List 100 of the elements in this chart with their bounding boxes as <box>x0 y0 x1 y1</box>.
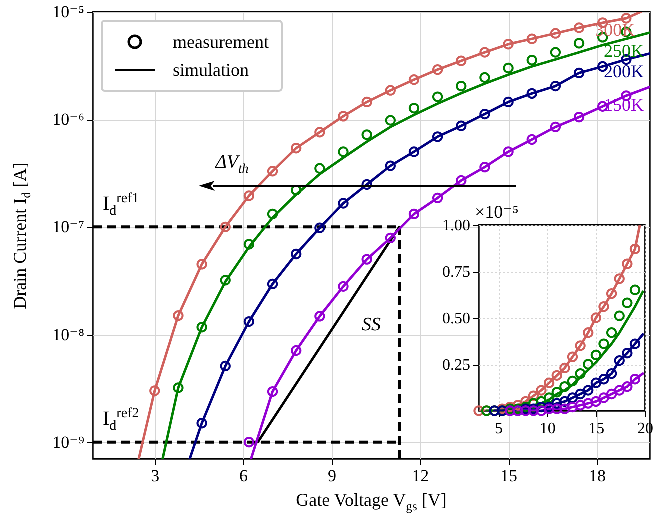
point <box>575 388 586 400</box>
point <box>560 362 570 374</box>
point <box>244 239 255 250</box>
point <box>560 396 570 408</box>
point <box>267 278 278 290</box>
y-tick-label: 10⁻⁷ <box>52 218 85 237</box>
point <box>614 274 625 284</box>
point <box>432 64 444 76</box>
point <box>606 388 618 400</box>
point <box>432 92 444 102</box>
point <box>291 345 302 356</box>
point <box>598 302 610 312</box>
point <box>244 316 255 328</box>
point <box>552 398 562 409</box>
point <box>598 374 610 385</box>
point <box>598 338 610 350</box>
point <box>536 402 547 413</box>
point <box>622 348 633 359</box>
series-label: 250K <box>604 40 644 61</box>
point <box>456 56 467 66</box>
point <box>362 179 372 190</box>
point <box>362 254 372 265</box>
point <box>150 386 160 396</box>
point <box>456 175 467 186</box>
point <box>220 360 231 372</box>
point <box>480 162 490 173</box>
point <box>536 385 547 396</box>
x-tick-label: 9 <box>328 466 336 486</box>
point <box>244 437 255 448</box>
point <box>385 160 396 172</box>
point <box>528 390 540 402</box>
point <box>622 382 633 392</box>
point <box>314 127 326 138</box>
point <box>567 392 578 404</box>
point <box>590 378 602 388</box>
y-tick-label: 0.50 <box>442 310 470 328</box>
y-tick-label: 0.25 <box>442 357 470 374</box>
point <box>432 192 444 204</box>
point <box>385 85 396 96</box>
point <box>196 418 208 429</box>
point <box>220 222 231 232</box>
point <box>590 312 602 324</box>
point <box>630 338 641 350</box>
point <box>575 340 586 352</box>
point <box>220 275 231 286</box>
point <box>196 322 208 333</box>
annotation: ×10⁻⁵ <box>475 202 519 222</box>
point <box>590 350 602 361</box>
point <box>173 382 184 394</box>
point <box>173 310 184 322</box>
point <box>614 310 625 322</box>
point <box>552 404 562 414</box>
point <box>526 88 538 100</box>
point <box>362 130 372 140</box>
x-tick-label: 5 <box>495 420 504 438</box>
point <box>408 208 420 220</box>
point <box>338 146 349 158</box>
point <box>480 72 490 84</box>
point <box>526 55 538 66</box>
point <box>456 120 467 132</box>
point <box>526 34 538 44</box>
x-axis-title: Gate Voltage V$_{gs}$ [V] <box>296 490 447 514</box>
point <box>503 96 514 108</box>
point <box>338 198 349 209</box>
point <box>480 108 490 120</box>
point <box>606 328 618 338</box>
x-tick-label: 6 <box>240 466 248 486</box>
point <box>575 368 586 380</box>
y-tick-label: 10⁻⁹ <box>52 432 85 452</box>
y-tick-label: 10⁻⁸ <box>52 325 85 344</box>
point <box>567 376 578 387</box>
series-label: 200K <box>604 62 644 82</box>
point <box>614 385 625 396</box>
point <box>385 232 396 244</box>
point <box>408 146 420 158</box>
point <box>474 406 484 416</box>
y-tick-label: 10⁻⁶ <box>52 110 85 130</box>
point <box>583 398 594 409</box>
point <box>583 385 594 396</box>
point <box>432 132 444 142</box>
y-tick-label: 10⁻⁵ <box>52 2 85 22</box>
annotation: ΔV$_{th}$ <box>216 152 249 176</box>
point <box>362 96 372 108</box>
point <box>550 122 562 132</box>
point <box>606 368 618 380</box>
legend-frame: measurement simulation <box>101 20 283 92</box>
point <box>408 74 420 86</box>
point <box>196 259 208 270</box>
point <box>583 328 594 338</box>
y-tick-label: 0.75 <box>442 264 470 281</box>
point <box>552 387 562 398</box>
x-tick-label: 18 <box>588 466 606 486</box>
point <box>480 47 490 58</box>
point <box>544 392 555 404</box>
point <box>244 190 255 202</box>
point <box>614 355 625 366</box>
point <box>503 39 514 50</box>
point <box>338 111 349 122</box>
point <box>590 396 602 408</box>
x-tick-label: 15 <box>500 466 518 486</box>
